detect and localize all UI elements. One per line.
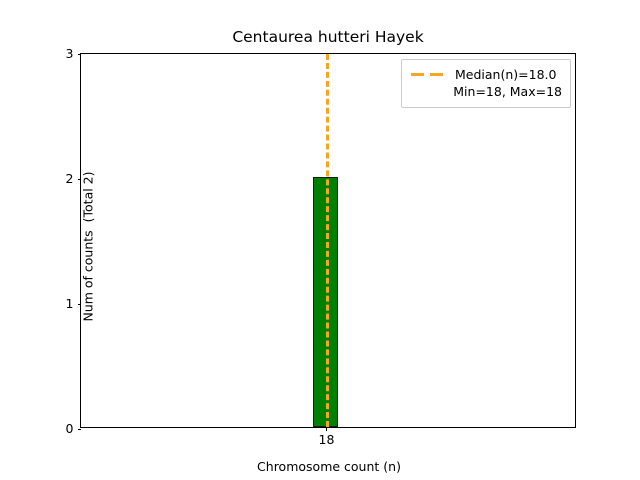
y-axis-label: Num of counts (Total 2) xyxy=(80,171,96,322)
y-tick-label-1: 1 xyxy=(65,296,74,311)
y-tick-label-2: 2 xyxy=(65,171,74,186)
legend-entry-minmax: Min=18, Max=18 xyxy=(410,83,562,100)
x-tick-label-18: 18 xyxy=(318,432,335,447)
y-tick-2: 2 xyxy=(66,171,81,186)
legend-entry-median: Median(n)=18.0 xyxy=(410,66,562,83)
dashed-line-icon xyxy=(410,69,446,81)
legend-label-median: Median(n)=18.0 xyxy=(455,67,557,82)
y-tick-0: 0 xyxy=(66,421,81,436)
y-tick-1: 1 xyxy=(66,296,81,311)
page-title: Centaurea hutteri Hayek xyxy=(232,28,424,46)
x-tick-18: 18 xyxy=(319,427,334,447)
y-tick-label-3: 3 xyxy=(65,46,74,61)
legend-label-minmax: Min=18, Max=18 xyxy=(453,84,562,99)
y-tick-3: 3 xyxy=(66,46,81,61)
y-tick-label-0: 0 xyxy=(65,421,74,436)
legend[interactable]: Median(n)=18.0 Min=18, Max=18 xyxy=(401,59,571,108)
x-axis-label: Chromosome count (n) xyxy=(257,459,401,474)
median-line xyxy=(325,54,329,427)
plot-area: Num of counts (Total 2) 3 2 1 0 18 Chrom… xyxy=(66,46,576,474)
